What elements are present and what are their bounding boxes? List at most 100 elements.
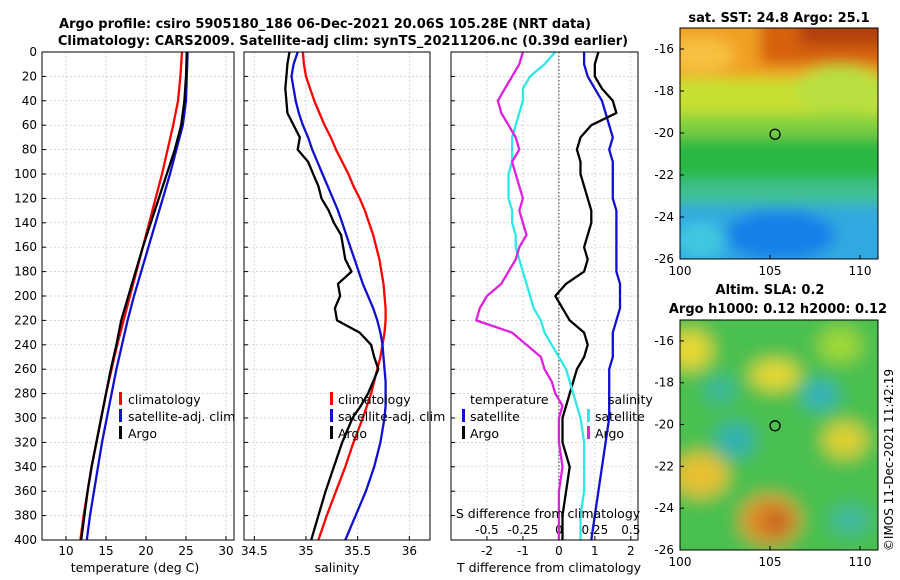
sla-low-patch xyxy=(704,377,736,403)
depth-tick-label: 220 xyxy=(14,313,37,327)
x-tick-label: 2 xyxy=(627,544,635,558)
imos-watermark: ©IMOS 11-Dec-2021 11:42:19 xyxy=(882,369,896,551)
argo-line xyxy=(80,51,188,541)
map-x-tick-label: 100 xyxy=(669,264,692,278)
depth-tick-label: 80 xyxy=(22,143,37,157)
map-y-tick-label: -24 xyxy=(654,210,674,224)
map-y-tick-label: -22 xyxy=(654,459,674,473)
legend-label-satellite: satellite-adj. clim xyxy=(128,409,235,424)
x-tick-label: 36 xyxy=(402,544,417,558)
top-x-tick-label: -0.5 xyxy=(475,523,498,537)
depth-tick-label: 400 xyxy=(14,533,37,547)
temperature-legend: climatology satellite-adj. clim Argo xyxy=(119,392,235,441)
depth-tick-label: 320 xyxy=(14,435,37,449)
legend-label-satellite: satellite-adj. clim xyxy=(338,409,445,424)
argo-location-marker xyxy=(769,128,781,140)
difference-legend: temperature satellite Argo salinity sate… xyxy=(462,392,653,441)
x-tick-label: 20 xyxy=(138,544,153,558)
sst-cyan-patch xyxy=(680,222,725,258)
top-x-tick-label: -0.25 xyxy=(507,523,538,537)
x-tick-label: 35 xyxy=(298,544,313,558)
map-y-tick-label: -24 xyxy=(654,501,674,515)
sla-high-patch xyxy=(750,360,800,390)
temperature-xlabel: temperature (deg C) xyxy=(71,560,200,575)
sla-high-patch xyxy=(680,330,712,370)
map-y-tick-label: -20 xyxy=(654,418,674,432)
legend-label-sal-argo: Argo xyxy=(595,426,624,441)
legend-header-temperature: temperature xyxy=(470,392,549,407)
salinity-xlabel: salinity xyxy=(315,560,360,575)
sla-map-frame xyxy=(679,319,879,551)
depth-tick-label: 200 xyxy=(14,289,37,303)
x-tick-label: -1 xyxy=(517,544,529,558)
figure-title-line2: Climatology: CARS2009. Satellite-adj cli… xyxy=(58,34,628,49)
map-y-tick-label: -26 xyxy=(654,543,674,557)
map-y-tick-label: -22 xyxy=(654,168,674,182)
legend-label-temp-satellite: satellite xyxy=(470,409,520,424)
legend-swatch-sal-satellite xyxy=(587,409,590,422)
salinity-satellite-line xyxy=(507,51,586,540)
sst-yellow-patch xyxy=(795,65,878,115)
map-y-tick-label: -20 xyxy=(654,126,674,140)
sla-high-patch xyxy=(818,327,862,363)
depth-tick-label: 380 xyxy=(14,509,37,523)
depth-tick-label: 100 xyxy=(14,167,37,181)
legend-header-salinity: salinity xyxy=(608,392,653,407)
x-tick-label: 34.5 xyxy=(241,544,268,558)
sst-map-title: sat. SST: 24.8 Argo: 25.1 xyxy=(688,11,869,26)
legend-label-sal-satellite: satellite xyxy=(595,409,645,424)
depth-tick-label: 360 xyxy=(14,484,37,498)
map-y-tick-label: -16 xyxy=(654,42,674,56)
top-x-tick-label: 0.25 xyxy=(581,523,608,537)
sla-low-patch xyxy=(830,505,870,535)
x-tick-label: 10 xyxy=(58,544,73,558)
panel-frame xyxy=(41,51,235,541)
x-tick-label: 0 xyxy=(555,544,563,558)
map-x-tick-label: 110 xyxy=(849,264,872,278)
depth-tick-label: 300 xyxy=(14,411,37,425)
argo-line xyxy=(284,51,380,541)
sla-high-patch xyxy=(680,453,728,497)
legend-label-argo: Argo xyxy=(128,426,157,441)
top-x-tick-label: 0.5 xyxy=(621,523,640,537)
sla-low-patch xyxy=(715,422,755,458)
legend-swatch-climatology xyxy=(330,392,333,405)
salinity-panel: 34.5 35 35.5 36 xyxy=(241,51,431,558)
legend-swatch-argo xyxy=(119,426,122,439)
sst-hottest-region xyxy=(800,28,878,45)
argo-location-marker xyxy=(769,420,781,432)
panel-frame xyxy=(450,51,639,541)
legend-swatch-satellite xyxy=(119,409,122,422)
map-y-tick-label: -18 xyxy=(654,376,674,390)
legend-label-climatology: climatology xyxy=(338,392,411,407)
depth-tick-label: 340 xyxy=(14,460,37,474)
sla-map-title: Altim. SLA: 0.2 xyxy=(716,283,825,298)
depth-tick-label: 160 xyxy=(14,240,37,254)
x-tick-label: -2 xyxy=(481,544,493,558)
difference-xlabel: T difference from climatology xyxy=(456,560,642,575)
temperature-satellite-line xyxy=(582,52,622,541)
legend-swatch-climatology xyxy=(119,392,122,405)
salinity-legend: climatology satellite-adj. clim Argo xyxy=(330,392,445,441)
map-y-tick-label: -16 xyxy=(654,334,674,348)
difference-xlabel-top: S difference from climatology xyxy=(456,506,641,521)
sst-cold-patch xyxy=(725,210,835,259)
depth-tick-label: 0 xyxy=(29,45,37,59)
depth-tick-label: 40 xyxy=(22,94,37,108)
sla-peak-patch xyxy=(762,510,790,534)
x-tick-label: 35.5 xyxy=(344,544,371,558)
sla-map-subtitle: Argo h1000: 0.12 h2000: 0.12 xyxy=(669,302,887,317)
depth-tick-label: 20 xyxy=(22,69,37,83)
map-x-tick-label: 105 xyxy=(759,555,782,569)
x-tick-label: 30 xyxy=(218,544,233,558)
x-tick-label: 1 xyxy=(591,544,599,558)
depth-tick-label: 180 xyxy=(14,265,37,279)
legend-swatch-temp-argo xyxy=(462,426,465,439)
sst-map-frame xyxy=(679,27,879,260)
satellite-adj-line xyxy=(290,51,387,541)
